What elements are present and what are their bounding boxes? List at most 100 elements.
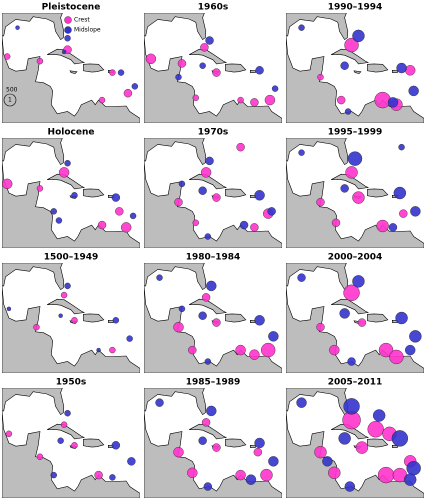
midslope-bubble [205, 36, 214, 45]
midslope-bubble [245, 474, 257, 485]
midslope-bubble [297, 273, 306, 282]
map [144, 13, 282, 123]
midslope-bubble [117, 69, 125, 76]
panel-title: 1980–1984 [186, 253, 241, 263]
midslope-bubble [254, 315, 265, 326]
crest-bubble [201, 293, 211, 302]
legend-label: Midslope [74, 27, 101, 34]
midslope-bubble [203, 482, 213, 491]
panel: 1990–1994 [286, 3, 424, 123]
midslope-bubble [112, 317, 120, 324]
crest-bubble [200, 43, 209, 52]
midslope-bubble [410, 206, 421, 217]
midslope-bubble [178, 305, 186, 313]
crest-bubble [352, 191, 365, 204]
midslope-bubble [347, 151, 363, 166]
crest-bubble [235, 344, 246, 356]
crest-bubble [377, 466, 395, 484]
crest-bubble [212, 443, 221, 452]
midslope-bubble [339, 308, 350, 319]
crest-bubble [253, 447, 263, 457]
midslope-bubble [395, 311, 408, 325]
midslope-bubble [126, 335, 133, 342]
crest-bubble [316, 197, 325, 207]
crest-bubble [374, 91, 391, 109]
midslope-bubble [268, 456, 279, 467]
legend: Crest Midslope [64, 16, 101, 34]
crest-bubble [235, 469, 246, 481]
crest-bubble [212, 68, 221, 77]
midslope-bubble [129, 212, 137, 220]
crest-bubble [177, 59, 187, 68]
midslope-bubble [111, 193, 121, 202]
midslope-bubble [387, 97, 399, 108]
map [144, 138, 282, 248]
map [144, 263, 282, 373]
midslope-bubble [156, 274, 163, 281]
crest-bubble [123, 89, 133, 98]
crest-bubble [3, 53, 11, 60]
panel-title: 1960s [198, 3, 228, 13]
crest-bubble [345, 166, 358, 179]
midslope-bubble [352, 29, 365, 43]
crest-bubble [337, 95, 346, 105]
midslope-bubble [64, 282, 71, 290]
panel-title: Pleistocene [42, 3, 101, 13]
midslope-bubble [206, 280, 217, 292]
crest-bubble [109, 346, 116, 354]
panel: 1950s [2, 378, 140, 498]
crest-bubble [329, 344, 340, 356]
panel: 1995–1999 [286, 128, 424, 248]
crest-bubble [404, 65, 416, 76]
panel: 1960s [144, 3, 282, 123]
crest-bubble [344, 37, 359, 53]
midslope-bubble [372, 409, 386, 422]
crest-bubble [212, 318, 221, 327]
midslope-bubble [198, 186, 207, 195]
crest-bubble [145, 53, 157, 65]
crest-bubble [71, 442, 78, 449]
map [286, 263, 424, 373]
midslope-bubble [398, 143, 405, 151]
land [286, 13, 424, 123]
midslope-bubble [50, 208, 57, 215]
crest-bubble [201, 418, 211, 427]
map [286, 138, 424, 248]
crest-bubble [2, 178, 13, 190]
midslope-bubble [340, 61, 349, 70]
crest-bubble [97, 220, 107, 230]
map [2, 388, 140, 498]
panel-title: Holocene [48, 128, 95, 138]
crest-bubble [331, 218, 341, 227]
panel: Holocene [2, 128, 140, 248]
midslope-bubble [178, 180, 186, 188]
midslope-bubble [109, 474, 116, 481]
crest-bubble [58, 167, 70, 178]
map [144, 388, 282, 498]
crest-bubble [389, 349, 404, 365]
panel-title: 1995–1999 [328, 128, 383, 138]
midslope-bubble [57, 437, 64, 444]
crest-bubble [249, 349, 260, 360]
midslope-bubble [206, 405, 217, 417]
crest-bubble [357, 318, 367, 327]
midslope-bubble [393, 186, 407, 200]
midslope-bubble [71, 192, 78, 199]
midslope-bubble [55, 217, 63, 224]
panel: 2000–2004 [286, 253, 424, 373]
midslope-bubble [6, 306, 12, 312]
midslope-bubble [175, 73, 182, 81]
midslope-bubble [396, 62, 407, 74]
midslope-bubble [111, 441, 121, 450]
crest-bubble [237, 96, 244, 104]
midslope-bubble [239, 220, 249, 230]
panel: 1500–1949 [2, 253, 140, 373]
midslope-bubble [296, 397, 307, 408]
land [2, 263, 140, 373]
midslope-bubble [205, 156, 214, 166]
panel: 2005–2011 [286, 378, 424, 498]
crest-bubble [236, 142, 245, 152]
crest-bubble [192, 219, 199, 226]
midslope-bubble [15, 25, 20, 30]
